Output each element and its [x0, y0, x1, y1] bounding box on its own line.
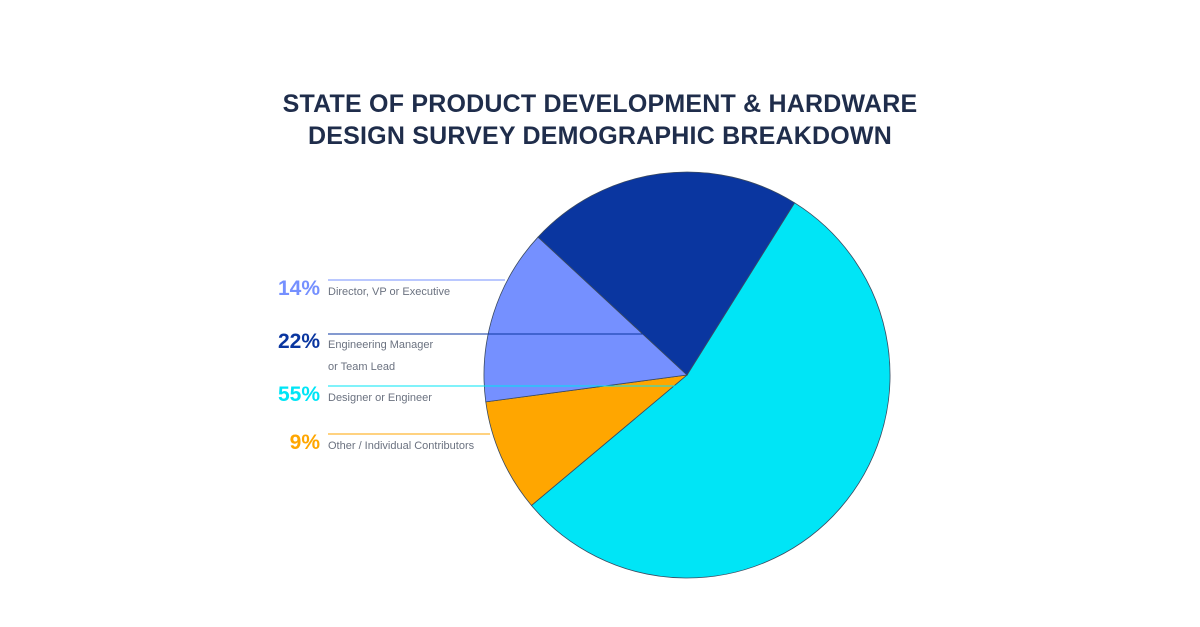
chart-title: STATE OF PRODUCT DEVELOPMENT & HARDWARE …: [0, 88, 1200, 152]
label-eng-manager-line-2: or Team Lead: [328, 361, 396, 373]
label-other: Other / Individual Contributors: [328, 440, 475, 452]
label-eng-manager: Engineering Manager or Team Lead: [328, 334, 433, 378]
chart-title-line-2: DESIGN SURVEY DEMOGRAPHIC BREAKDOWN: [308, 122, 892, 150]
pct-other: 9%: [289, 431, 320, 454]
pie-slice-engineering-manager-or-team-lead: [537, 171, 796, 376]
pct-designer: 55%: [277, 383, 320, 406]
chart-title-line-1: STATE OF PRODUCT DEVELOPMENT & HARDWARE: [282, 90, 918, 118]
pie-slice-designer-or-engineer: [530, 202, 891, 579]
pct-director: 14%: [277, 277, 320, 300]
label-eng-manager-line-1: Engineering Manager: [328, 339, 434, 351]
label-director: Director, VP or Executive: [328, 286, 451, 298]
pie-slice-director-vp-or-executive: [483, 236, 688, 403]
label-designer: Designer or Engineer: [328, 392, 432, 404]
pie-slice-other-individual-contributors: [485, 374, 689, 507]
pct-eng-manager: 22%: [277, 330, 320, 353]
